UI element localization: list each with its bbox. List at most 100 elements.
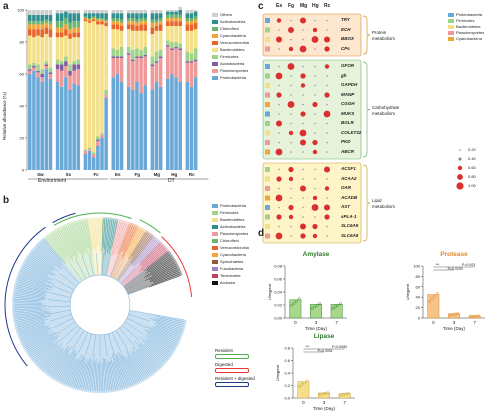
protease-point xyxy=(436,292,438,294)
legend-swatch xyxy=(448,13,454,17)
gene-phylum-swatch xyxy=(265,196,270,201)
dot xyxy=(290,113,292,115)
gene-label: CPs xyxy=(341,46,350,51)
bar-segment xyxy=(127,10,131,13)
bar-segment xyxy=(64,56,68,61)
bar-segment xyxy=(32,66,36,68)
bar-segment xyxy=(96,10,100,13)
dot xyxy=(314,113,316,115)
bar-segment xyxy=(143,18,147,21)
amylase-xlabel: Time (Day) xyxy=(305,326,328,331)
y-tick-label: 0 xyxy=(22,168,25,173)
y-tick-label: 80 xyxy=(20,40,25,45)
bar-segment xyxy=(131,60,135,62)
bar-segment xyxy=(174,12,178,15)
gene-label: ACSF1 xyxy=(341,166,356,171)
dot xyxy=(278,29,280,31)
dot xyxy=(290,75,292,77)
gene-label: ACAA2 xyxy=(341,176,357,181)
bar-segment xyxy=(84,16,88,18)
protease-title: Protease xyxy=(440,251,468,258)
protease-y-tick-label: 60 xyxy=(416,284,421,289)
bar-segment xyxy=(72,10,76,13)
bar-segment xyxy=(40,21,44,24)
dot xyxy=(301,83,305,87)
bar-segment xyxy=(64,24,68,29)
legend-label: Firmicutes xyxy=(456,18,474,23)
bar-segment xyxy=(159,21,163,24)
legend-swatch xyxy=(212,239,218,243)
bar-segment xyxy=(40,29,44,37)
bar-segment xyxy=(96,20,100,22)
column-label: Hg xyxy=(312,3,319,9)
bar-segment xyxy=(170,48,174,50)
bar-segment xyxy=(100,138,104,170)
bar-segment xyxy=(186,24,190,30)
legend-swatch xyxy=(212,232,218,236)
lipase-y-tick-label: 0.8 xyxy=(284,346,290,351)
dot xyxy=(278,169,280,171)
bar-segment xyxy=(72,32,76,37)
gene-phylum-swatch xyxy=(265,186,270,191)
dot xyxy=(314,75,316,77)
bar-segment xyxy=(104,90,108,95)
bar-segment xyxy=(116,50,120,56)
bar-segment xyxy=(88,148,92,150)
bar-segment xyxy=(170,18,174,21)
legend-swatch xyxy=(212,204,218,208)
bar-segment xyxy=(170,21,174,26)
bar-segment xyxy=(40,82,44,170)
bar-segment xyxy=(77,64,81,69)
legend-item-c: Cyanobacteria xyxy=(448,36,482,41)
bar-segment xyxy=(155,10,159,13)
bar-segment xyxy=(88,23,92,148)
lipase-x-tick-label: 7 xyxy=(343,400,346,405)
legend-label: Spirochaetes xyxy=(220,259,243,264)
bar-segment xyxy=(116,56,120,58)
size-legend-dot xyxy=(459,149,461,151)
bar-segment xyxy=(190,13,194,18)
bar-segment xyxy=(77,32,81,37)
bar-segment xyxy=(155,31,159,52)
size-legend-dot xyxy=(459,158,462,161)
dot xyxy=(325,186,329,190)
legend-item-b: Fusobacteria xyxy=(212,266,243,271)
bar-segment xyxy=(96,24,100,136)
bar-segment xyxy=(116,21,120,24)
resident-digested-arc xyxy=(53,213,76,222)
group-label: metabolism xyxy=(372,111,395,117)
bar-segment xyxy=(28,10,32,15)
bar-segment xyxy=(174,21,178,26)
dot xyxy=(300,186,306,192)
column-label: Fg xyxy=(288,3,294,9)
size-legend-label: 0.80 xyxy=(468,174,476,179)
bar-segment xyxy=(194,60,198,62)
group-label: Fg xyxy=(135,172,141,177)
legend-item-a: Planctomycetes xyxy=(212,68,248,73)
dot xyxy=(314,85,316,87)
legend-item-a: Verrucomicrobia xyxy=(212,40,249,45)
bar-segment xyxy=(28,24,32,29)
panel-b-tree xyxy=(0,190,215,415)
bar-segment xyxy=(49,24,53,29)
bar-segment xyxy=(159,50,163,56)
dot xyxy=(312,140,317,145)
bar-segment xyxy=(45,10,49,15)
bar-segment xyxy=(190,31,194,53)
bar-segment xyxy=(166,12,170,15)
bar-segment xyxy=(190,61,194,63)
bar-segment xyxy=(100,10,104,13)
bar-segment xyxy=(60,37,64,61)
bar-segment xyxy=(135,58,139,82)
bar-segment xyxy=(104,26,108,90)
protease-sig-label: P=0.003 xyxy=(462,263,475,267)
bar-segment xyxy=(151,90,155,170)
bar-segment xyxy=(88,20,92,22)
group-label: Rc xyxy=(189,172,195,177)
legend-item-b: Spirochaetes xyxy=(212,259,243,264)
bar-segment xyxy=(190,10,194,13)
legend-swatch xyxy=(212,246,218,250)
dot xyxy=(302,123,304,125)
dot xyxy=(302,104,304,106)
dot xyxy=(288,167,293,172)
